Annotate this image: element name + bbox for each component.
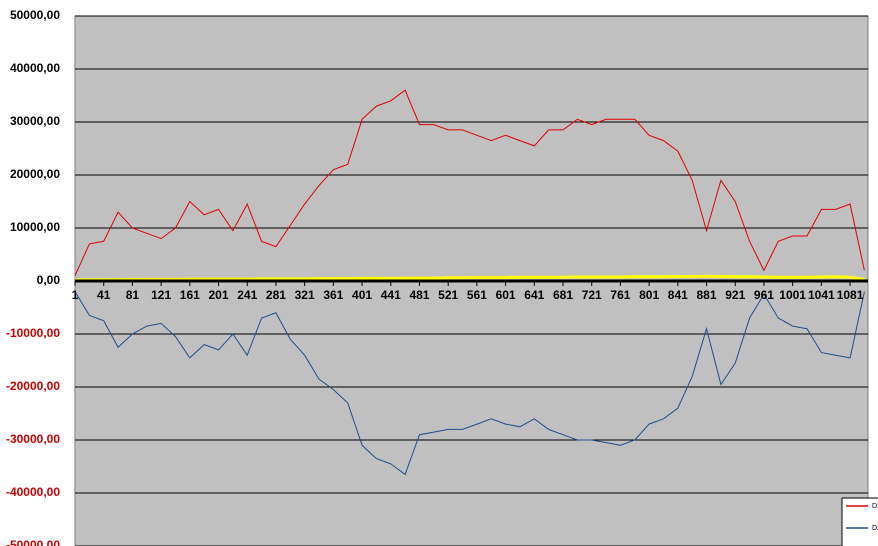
x-tick-label: 1 <box>72 288 79 302</box>
legend: D1D2D3 <box>841 497 878 546</box>
y-tick-label: 30000,00 <box>10 114 60 128</box>
y-tick-label: 10000,00 <box>10 220 60 234</box>
x-tick-label: 1081 <box>837 288 864 302</box>
y-tick-label: -20000,00 <box>6 379 60 393</box>
legend-label: D2 <box>872 525 878 532</box>
x-tick-label: 1001 <box>779 288 806 302</box>
y-tick-label: -30000,00 <box>6 432 60 446</box>
x-tick-label: 881 <box>697 288 717 302</box>
x-tick-label: 241 <box>237 288 257 302</box>
x-tick-label: 561 <box>467 288 487 302</box>
legend-label: D1 <box>872 503 878 510</box>
y-tick-label: 50000,00 <box>10 8 60 22</box>
x-tick-label: 481 <box>409 288 429 302</box>
x-tick-label: 441 <box>381 288 401 302</box>
x-tick-label: 121 <box>151 288 171 302</box>
x-tick-label: 601 <box>496 288 516 302</box>
y-tick-label: -10000,00 <box>6 326 60 340</box>
x-tick-label: 41 <box>97 288 111 302</box>
x-tick-label: 401 <box>352 288 372 302</box>
x-tick-label: 201 <box>209 288 229 302</box>
x-tick-label: 321 <box>295 288 315 302</box>
x-tick-label: 161 <box>180 288 200 302</box>
x-tick-label: 961 <box>754 288 774 302</box>
x-tick-label: 801 <box>639 288 659 302</box>
y-tick-label: 0,00 <box>37 273 61 287</box>
x-tick-label: 681 <box>553 288 573 302</box>
series-line <box>74 89 865 276</box>
y-tick-label: -40000,00 <box>6 485 60 499</box>
x-tick-label: 841 <box>668 288 688 302</box>
series-line <box>75 274 865 282</box>
y-tick-label: 40000,00 <box>10 61 60 75</box>
x-tick-label: 521 <box>438 288 458 302</box>
x-tick-label: 761 <box>610 288 630 302</box>
x-tick-label: 1041 <box>808 288 835 302</box>
y-tick-label: 20000,00 <box>10 167 60 181</box>
y-tick-label: -50000,00 <box>6 538 60 546</box>
x-tick-label: 281 <box>266 288 286 302</box>
x-tick-label: 641 <box>524 288 544 302</box>
x-tick-label: 361 <box>323 288 343 302</box>
x-tick-label: 81 <box>126 288 140 302</box>
x-tick-label: 721 <box>582 288 602 302</box>
x-tick-label: 921 <box>725 288 745 302</box>
series-line <box>74 291 865 476</box>
